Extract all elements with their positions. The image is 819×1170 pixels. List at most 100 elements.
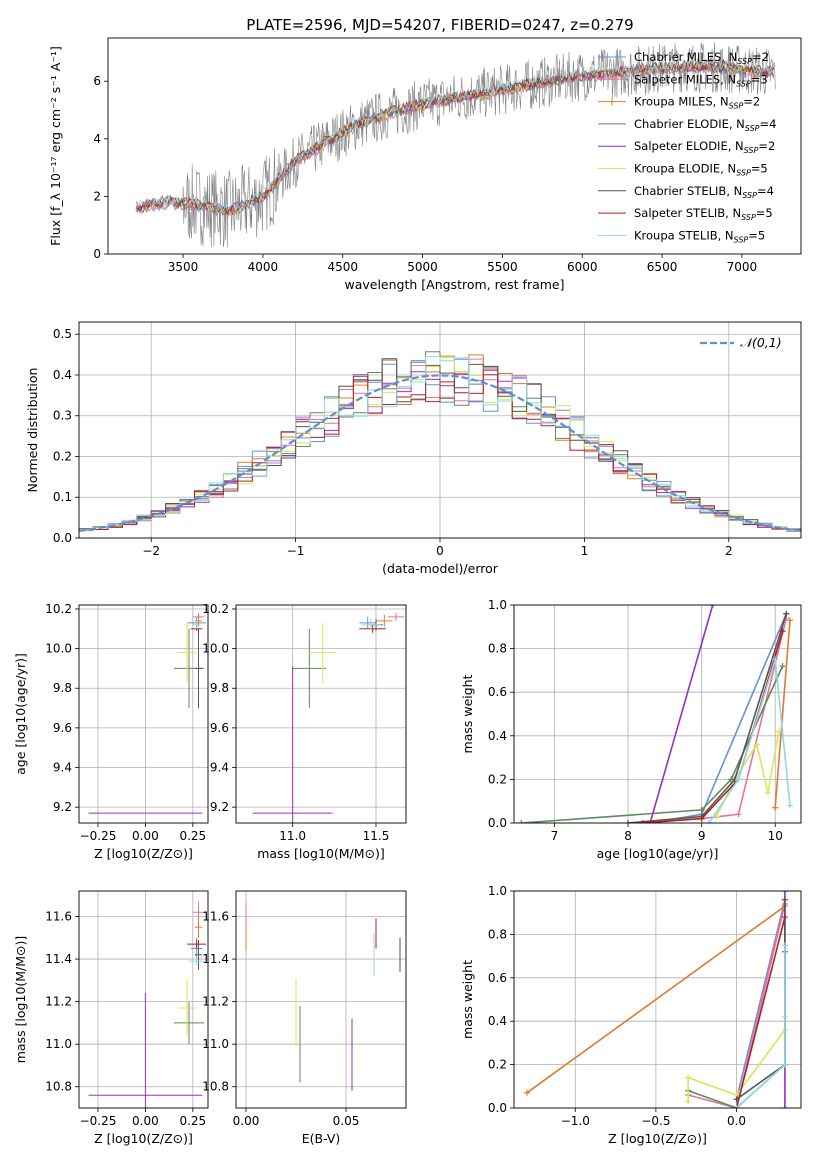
y-tick-label: 9.2: [53, 800, 72, 814]
x-tick-label: −0.25: [80, 1114, 117, 1128]
x-tick-label: 0.00: [132, 829, 159, 843]
x-tick-label: 1: [581, 544, 589, 558]
y-tick-label: 11.4: [45, 952, 72, 966]
x-tick-label: 0.25: [179, 829, 206, 843]
y-tick-label: 4: [93, 132, 101, 146]
series-line: [649, 613, 788, 823]
y-tick-label: 0.8: [488, 642, 507, 656]
panel-mass_vs_Z: −0.25 0.00 0.25 10.8 11.0 11.2 11.4 11.6 Z [log1…: [13, 890, 209, 1146]
series-line: [521, 665, 784, 823]
y-tick-label: 11.6: [202, 910, 229, 924]
x-axis-label: (data-model)/error: [382, 561, 499, 576]
y-tick-label: 1.0: [488, 598, 507, 612]
legend-label: Chabrier STELIB, NSSP=4: [634, 184, 774, 200]
spectrum-legend: Chabrier MILES, NSSP=2 Salpeter MILES, NS…: [598, 50, 776, 244]
x-tick-label: 9: [698, 829, 706, 843]
panel-spectrum: 3500 4000 4500 5000 5500 6000 6500 7000 0 2 4 6 wave…: [48, 37, 802, 292]
y-tick-label: 0.6: [488, 685, 507, 699]
point-chabrier_stelib: [194, 628, 203, 709]
series-marker: [625, 820, 632, 823]
x-tick-label: 4500: [327, 260, 358, 274]
x-tick-label: 6000: [567, 260, 598, 274]
x-axis-label: wavelength [Angstrom, rest frame]: [344, 277, 564, 292]
legend-label: Kroupa MILES, NSSP=2: [634, 95, 760, 111]
panel-mass_vs_ebv: 0.00 0.05 10.8 11.0 11.2 11.4 11.6 E(B-V): [202, 890, 407, 1146]
point-chabrier_miles: [359, 616, 376, 629]
series-line: [735, 899, 786, 1100]
x-axis-label: Z [log10(Z/Z⊙)]: [94, 1131, 193, 1146]
x-tick-label: 0.00: [132, 1114, 159, 1128]
y-tick-label: 11.0: [45, 1037, 72, 1051]
axes-frame: [513, 890, 802, 1109]
plot-area: [79, 351, 801, 532]
y-tick-label: 0.5: [53, 327, 72, 341]
y-tick-label: 2: [93, 189, 101, 203]
legend-label: Chabrier MILES, NSSP=2: [634, 50, 769, 66]
series-line: [628, 613, 788, 823]
series-marker: [775, 728, 782, 735]
series-line: [649, 605, 714, 823]
histogram-kroupa_stelib: [79, 356, 801, 531]
series-line: [642, 630, 784, 823]
series-marker: [783, 610, 790, 617]
point-salpeter_stelib: [359, 624, 386, 633]
series-marker: [781, 914, 788, 921]
series-marker: [685, 1074, 692, 1081]
y-tick-label: 0.2: [53, 449, 72, 463]
y-tick-label: 11.4: [202, 952, 229, 966]
series-line: [735, 945, 786, 1108]
residual-legend: 𝒩(0,1): [700, 335, 782, 350]
x-tick-label: 11.0: [279, 829, 306, 843]
series-marker: [733, 1105, 740, 1108]
plot-area: [135, 42, 776, 248]
x-tick-label: −0.25: [80, 829, 117, 843]
series-chabrier_stelib: [625, 610, 790, 823]
x-axis-label: mass [log10(M/M⊙)]: [257, 846, 385, 861]
legend-label: Chabrier ELODIE, NSSP=4: [634, 117, 776, 133]
y-tick-label: 9.4: [210, 761, 229, 775]
axes-frame: [513, 604, 802, 824]
series-marker: [772, 804, 779, 811]
y-tick-label: 10.0: [202, 642, 229, 656]
axes-frame: [78, 890, 209, 1109]
series-marker: [523, 1089, 530, 1096]
y-tick-label: 0.4: [488, 1014, 507, 1028]
x-tick-label: 0: [436, 544, 444, 558]
x-tick-label: 0.0: [727, 1114, 746, 1128]
point-salpeter_stelib: [187, 939, 207, 949]
panels: 3500 4000 4500 5000 5500 6000 6500 7000 0 2 4 6 wave…: [13, 37, 802, 1146]
axes-frame: [235, 604, 407, 824]
y-tick-label: 10.8: [45, 1080, 72, 1094]
x-axis-label: Z [log10(Z/Z⊙)]: [608, 1131, 707, 1146]
histogram-salpeter_stelib: [79, 374, 801, 532]
legend-label: Kroupa STELIB, NSSP=5: [634, 228, 765, 244]
plot-area: [523, 891, 788, 1108]
plot-area: [518, 605, 793, 823]
series-marker: [698, 806, 705, 813]
y-tick-label: 0: [93, 247, 101, 261]
point-chabrier_elodie: [173, 1001, 205, 1045]
series-kroupa_stelib: [733, 942, 788, 1108]
figure-title: PLATE=2596, MJD=54207, FIBERID=0247, z=0…: [246, 16, 633, 34]
x-tick-label: 7000: [727, 260, 758, 274]
point-kroupa_stelib: [192, 620, 201, 629]
point-salpeter_miles: [387, 612, 405, 621]
panel-weight_vs_age: 7 8 9 10 0.0 0.2 0.4 0.6 0.8 1.0 age [log10(age/yr…: [460, 598, 802, 861]
series-line: [708, 659, 791, 823]
y-tick-label: 9.8: [210, 681, 229, 695]
series-line: [526, 905, 786, 1094]
y-axis-label: mass weight: [460, 960, 475, 1039]
y-tick-label: 0.2: [488, 1058, 507, 1072]
series-salpeter_elodie: [647, 605, 716, 823]
y-axis-label: Normed distribution: [25, 368, 40, 493]
series-chabrier_elodie: [518, 663, 786, 823]
x-axis-label: age [log10(age/yr)]: [597, 846, 719, 861]
axes-frame: [78, 321, 802, 539]
panel-weight_vs_Z: −1.0 −0.5 0.0 0.0 0.2 0.4 0.6 0.8 1.0 Z [log10(Z/…: [460, 884, 802, 1146]
y-tick-label: 9.2: [210, 800, 229, 814]
x-tick-label: 10: [768, 829, 783, 843]
point-kroupa_stelib: [189, 956, 205, 966]
y-tick-label: 11.0: [202, 1037, 229, 1051]
y-tick-label: 10.2: [45, 602, 72, 616]
